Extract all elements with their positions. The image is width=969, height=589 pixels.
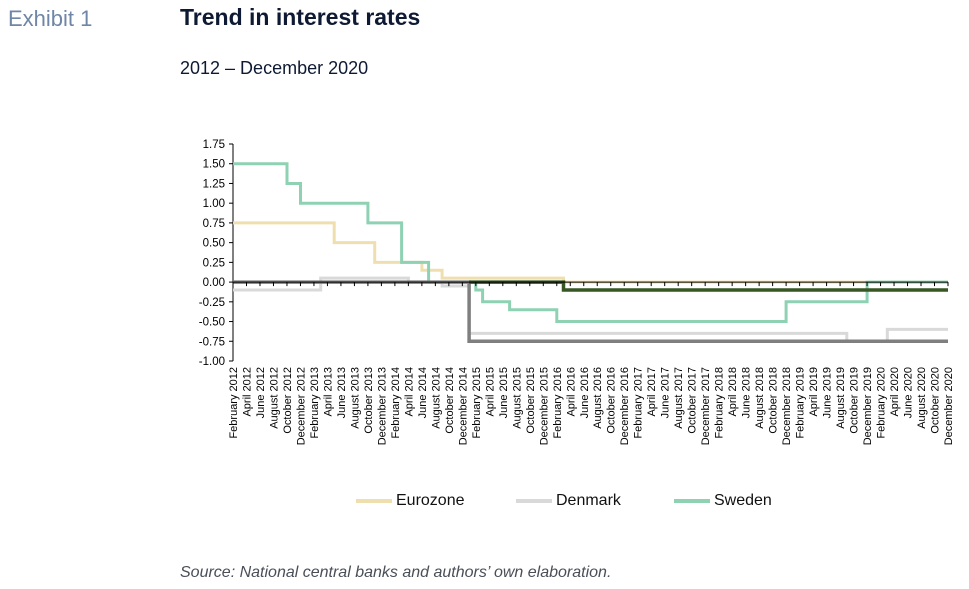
x-tick-label: February 2014 bbox=[390, 367, 402, 439]
x-tick-label: October 2018 bbox=[768, 367, 780, 434]
x-tick-label: February 2020 bbox=[876, 367, 888, 439]
y-tick-label: 1.00 bbox=[203, 198, 225, 210]
x-tick-label: December 2017 bbox=[700, 367, 712, 445]
chart-title: Trend in interest rates bbox=[180, 4, 421, 30]
y-tick-label: 0.25 bbox=[203, 257, 225, 269]
x-tick-label: December 2013 bbox=[376, 367, 388, 445]
source-note: Source: National central banks and autho… bbox=[180, 564, 612, 581]
x-tick-label: June 2020 bbox=[903, 367, 915, 418]
x-tick-label: April 2018 bbox=[727, 367, 739, 417]
y-tick-label: -0.50 bbox=[199, 317, 225, 329]
x-tick-label: August 2015 bbox=[511, 367, 523, 429]
y-tick-label: 1.75 bbox=[203, 139, 225, 151]
x-tick-label: June 2018 bbox=[741, 367, 753, 418]
x-tick-label: August 2016 bbox=[592, 367, 604, 429]
x-tick-label: August 2018 bbox=[754, 367, 766, 429]
x-tick-label: February 2017 bbox=[633, 367, 645, 439]
x-tick-label: April 2019 bbox=[808, 367, 820, 417]
x-tick-label: August 2013 bbox=[349, 367, 361, 429]
legend-item-sweden: Sweden bbox=[674, 492, 772, 510]
x-tick-label: October 2016 bbox=[606, 367, 618, 434]
legend-label-sweden: Sweden bbox=[714, 492, 772, 509]
x-tick-label: April 2016 bbox=[565, 367, 577, 417]
x-tick-label: June 2015 bbox=[498, 367, 510, 418]
x-tick-label: June 2013 bbox=[336, 367, 348, 418]
x-tick-label: October 2019 bbox=[849, 367, 861, 434]
x-tick-label: June 2014 bbox=[417, 367, 429, 418]
y-tick-label: -1.00 bbox=[199, 356, 225, 368]
chart-subtitle: 2012 – December 2020 bbox=[180, 58, 369, 78]
y-tick-label: 0.00 bbox=[203, 277, 225, 289]
x-tick-label: February 2019 bbox=[795, 367, 807, 439]
x-tick-label: April 2017 bbox=[646, 367, 658, 417]
y-tick-label: 1.25 bbox=[203, 178, 225, 190]
legend-label-eurozone: Eurozone bbox=[396, 492, 465, 509]
series-line-denmark bbox=[233, 276, 948, 343]
y-tick-label: 0.50 bbox=[203, 238, 225, 250]
legend-swatch-eurozone bbox=[356, 499, 392, 503]
x-tick-label: February 2012 bbox=[228, 367, 240, 439]
legend-item-eurozone: Eurozone bbox=[356, 492, 465, 510]
x-tick-label: December 2015 bbox=[538, 367, 550, 445]
legend-item-denmark: Denmark bbox=[516, 492, 621, 510]
x-tick-label: December 2018 bbox=[781, 367, 793, 445]
legend-swatch-sweden bbox=[674, 499, 710, 503]
y-tick-label: 1.50 bbox=[203, 159, 225, 171]
x-tick-label: February 2018 bbox=[714, 367, 726, 439]
x-tick-label: August 2012 bbox=[269, 367, 281, 429]
x-tick-label: October 2013 bbox=[363, 367, 375, 434]
x-tick-label: December 2019 bbox=[862, 367, 874, 445]
y-tick-label: 0.75 bbox=[203, 218, 225, 230]
x-tick-label: February 2016 bbox=[552, 367, 564, 439]
x-tick-label: December 2020 bbox=[943, 367, 955, 445]
legend-label-denmark: Denmark bbox=[556, 492, 621, 509]
x-tick-label: June 2012 bbox=[255, 367, 267, 418]
y-tick-label: -0.25 bbox=[199, 297, 225, 309]
exhibit-label: Exhibit 1 bbox=[8, 6, 93, 31]
x-tick-label: October 2020 bbox=[930, 367, 942, 434]
series-line-eurozone bbox=[233, 221, 948, 284]
x-tick-label: June 2019 bbox=[822, 367, 834, 418]
legend: Eurozone Denmark Sweden bbox=[0, 492, 969, 516]
x-tick-label: October 2014 bbox=[444, 367, 456, 434]
x-tick-label: December 2014 bbox=[457, 367, 469, 445]
x-tick-label: June 2017 bbox=[660, 367, 672, 418]
x-tick-label: August 2014 bbox=[430, 367, 442, 429]
x-tick-label: August 2020 bbox=[916, 367, 928, 429]
x-tick-label: June 2016 bbox=[579, 367, 591, 418]
x-tick-label: December 2012 bbox=[296, 367, 308, 445]
x-tick-label: February 2015 bbox=[471, 367, 483, 439]
x-tick-label: April 2012 bbox=[242, 367, 254, 417]
legend-swatch-denmark bbox=[516, 499, 552, 503]
x-tick-label: December 2016 bbox=[619, 367, 631, 445]
x-tick-label: April 2014 bbox=[403, 367, 415, 417]
x-tick-label: April 2015 bbox=[484, 367, 496, 417]
x-tick-label: October 2012 bbox=[282, 367, 294, 434]
x-tick-label: October 2017 bbox=[687, 367, 699, 434]
x-tick-label: April 2013 bbox=[322, 367, 334, 417]
x-tick-label: October 2015 bbox=[525, 367, 537, 434]
x-tick-label: August 2019 bbox=[835, 367, 847, 429]
x-tick-label: April 2020 bbox=[889, 367, 901, 417]
y-tick-label: -0.75 bbox=[199, 336, 225, 348]
x-tick-label: August 2017 bbox=[673, 367, 685, 429]
x-tick-label: February 2013 bbox=[309, 367, 321, 439]
